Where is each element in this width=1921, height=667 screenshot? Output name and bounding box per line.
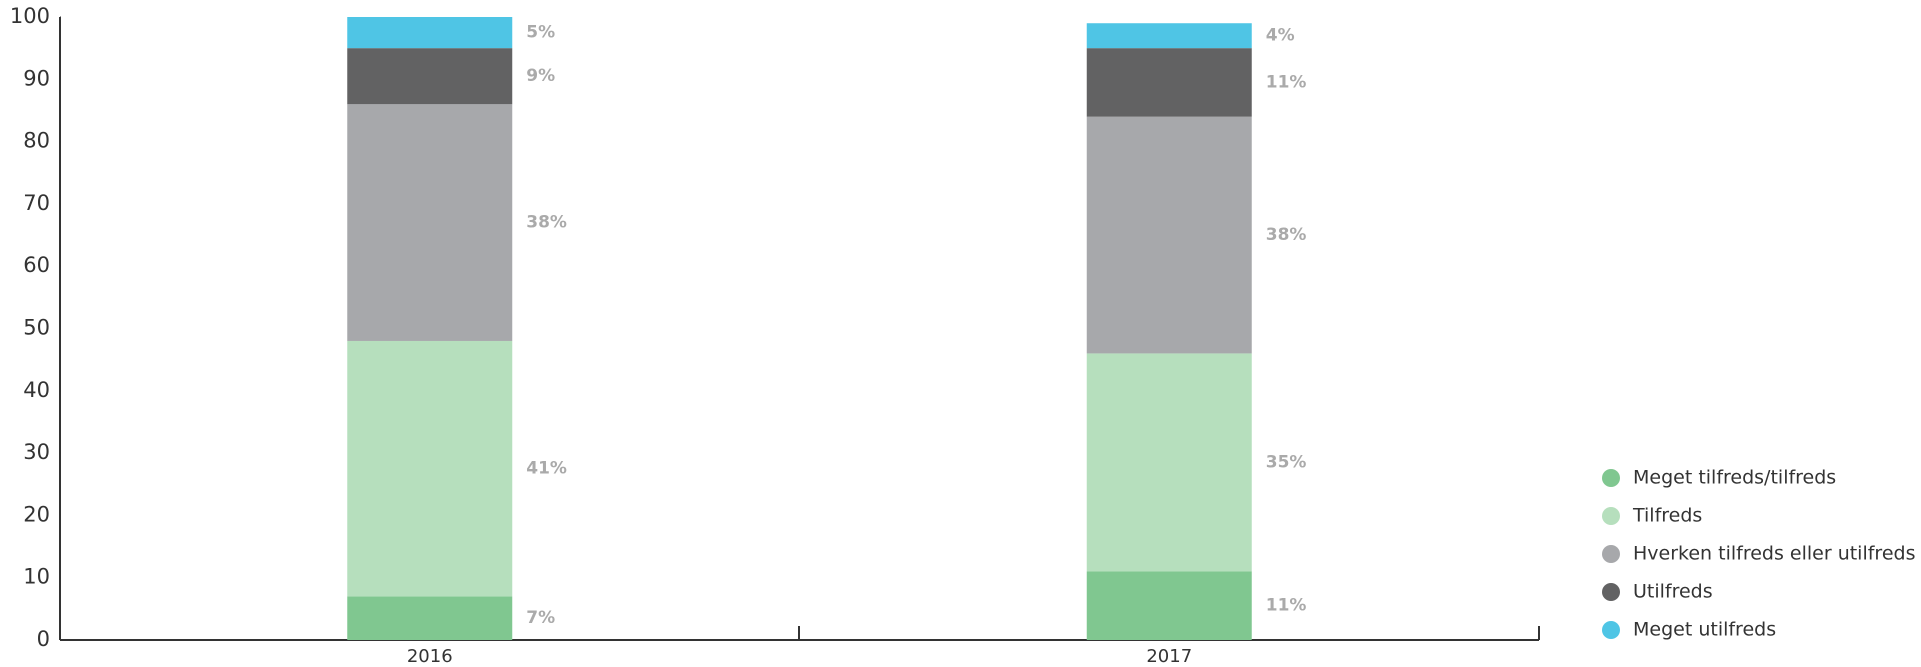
bar-segment <box>1086 353 1252 572</box>
y-tick-label: 30 <box>23 440 50 464</box>
y-tick-label: 60 <box>23 253 50 277</box>
value-label: 41% <box>526 459 567 479</box>
legend-marker <box>1602 469 1620 487</box>
bar-segment <box>347 48 513 105</box>
bar-segment <box>347 340 513 597</box>
y-tick-label: 100 <box>10 4 50 28</box>
value-label: 9% <box>526 66 555 86</box>
value-label: 35% <box>1266 452 1307 472</box>
y-tick-label: 90 <box>23 66 50 90</box>
value-label: 38% <box>526 213 567 233</box>
legend-label: Meget tilfreds/tilfreds <box>1633 467 1836 489</box>
y-tick-label: 10 <box>23 565 50 589</box>
value-label: 7% <box>526 608 555 628</box>
legend-marker <box>1602 545 1620 563</box>
legend-label: Utilfreds <box>1633 581 1713 603</box>
bar-segment <box>1086 116 1252 354</box>
value-label: 5% <box>526 23 555 43</box>
y-tick-label: 50 <box>23 316 50 340</box>
bar-segment <box>1086 48 1252 117</box>
x-tick-label: 2017 <box>1146 646 1192 667</box>
legend-label: Meget utilfreds <box>1633 619 1776 641</box>
value-label: 38% <box>1266 225 1307 245</box>
value-label: 11% <box>1266 72 1307 92</box>
y-tick-label: 20 <box>23 502 50 526</box>
y-tick-label: 70 <box>23 191 50 215</box>
y-tick-label: 0 <box>37 627 50 651</box>
value-label: 11% <box>1266 596 1307 616</box>
y-tick-label: 40 <box>23 378 50 402</box>
bar-segment <box>347 596 513 640</box>
bar-segment <box>347 17 513 49</box>
y-tick-label: 80 <box>23 129 50 153</box>
value-label: 4% <box>1266 26 1295 46</box>
x-tick-label: 2016 <box>407 646 453 667</box>
legend-label: Tilfreds <box>1632 505 1702 527</box>
bar-segment <box>347 104 513 341</box>
bar-segment <box>1086 571 1252 640</box>
legend-marker <box>1602 583 1620 601</box>
legend-label: Hverken tilfreds eller utilfreds <box>1633 543 1915 565</box>
bar-segment <box>1086 23 1252 49</box>
legend-marker <box>1602 621 1620 639</box>
legend-marker <box>1602 507 1620 525</box>
